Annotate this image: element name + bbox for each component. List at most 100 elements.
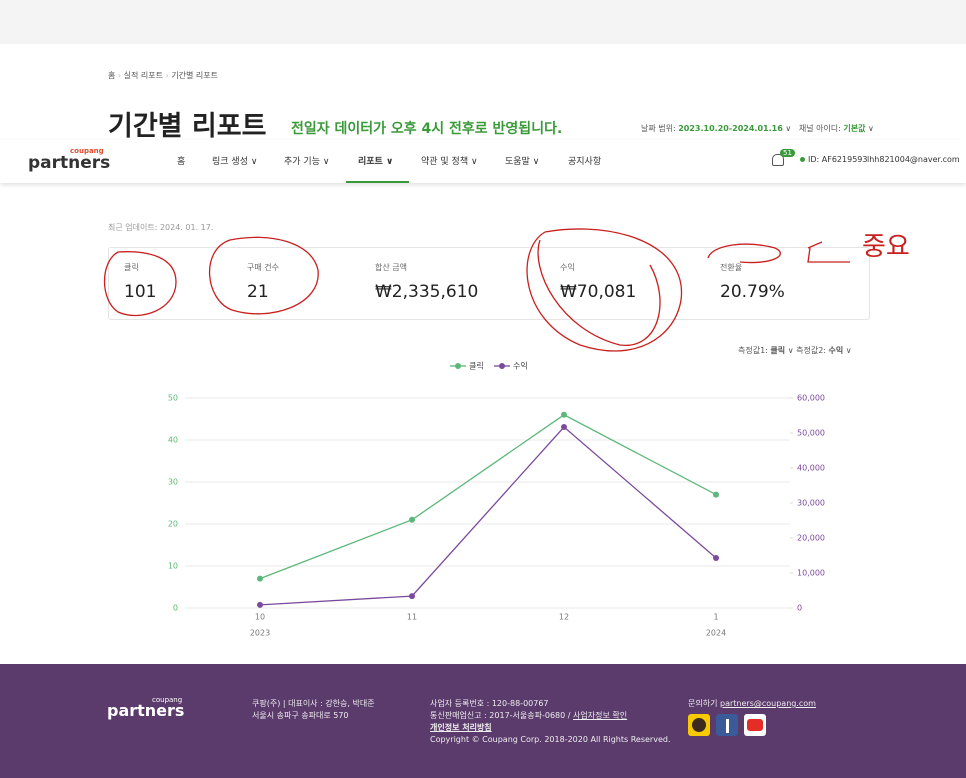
measure-label: 측정값2: [796,346,826,355]
business-info: 사업자 등록번호 : 120-88-00767 통신판매업신고 : 2017-서울… [430,698,671,746]
point [409,593,415,600]
y-tick-label: 20 [168,520,178,529]
company-info: 쿠팡(주) | 대표이사 : 강한승, 박대준 서울시 송파구 송파대로 570 [252,698,375,722]
scribble [537,239,661,346]
series-line [259,414,717,580]
x-tick-label: 11 [407,613,417,622]
scribble [208,236,319,315]
series-line [259,426,717,606]
facebook-icon[interactable] [716,714,738,736]
logo: partners [107,701,185,720]
measures: 측정값1: 클릭 ∨ 측정값2: 수익 ∨ [738,346,852,355]
y2-tick-label: 40,000 [797,464,825,473]
y2-tick-label: 50,000 [797,429,825,438]
legend-label: 수익 [513,361,528,371]
y2-tick-label: 10,000 [797,569,825,578]
y-tick-label: 50 [168,394,178,403]
y2-tick-label: 20,000 [797,534,825,543]
scribble [526,228,683,352]
stat-label: 구매 건수 [247,263,279,272]
menu-item[interactable]: 도움말 ∨ [505,157,540,167]
logo: partners [28,153,111,173]
y-tick-label: 40 [168,436,178,445]
page-title: 기간별 리포트 [108,111,267,142]
badge: 51 [780,149,795,157]
top-bar [0,0,966,44]
date-range: 날짜 범위: 2023.10.20-2024.01.16 ∨ 채널 아이디: 기… [641,124,874,133]
annotation: 중요 [862,232,910,262]
x-year-label: 2024 [706,629,726,638]
updated: 최근 업데이트: 2024. 01. 17. [108,223,214,232]
scribble [707,243,781,264]
link[interactable]: partners@coupang.com [720,699,816,708]
stat-label: 수익 [560,263,575,272]
link[interactable]: 개인정보 처리방침 [430,723,492,732]
scribble [807,241,850,263]
nav-bar: coupang partners 51 ID: AF6219593 lhh821… [0,140,966,183]
point [713,491,719,498]
point [561,424,567,431]
point [257,575,263,582]
bell[interactable] [772,154,784,166]
scribble [104,251,177,317]
y-tick-label: 10 [168,562,178,571]
menu-item[interactable]: 리포트 ∨ [358,157,394,167]
y2-tick-label: 60,000 [797,394,825,403]
stat-value: 21 [247,282,269,302]
email: lhh821004@naver.com [867,155,960,164]
measure-value[interactable]: 수익 [828,346,844,355]
crumb[interactable]: 기간별 리포트 [171,71,219,80]
x-tick-label: 10 [255,613,265,622]
kakao-icon[interactable] [688,714,710,736]
text: 사업자 등록번호 : 120-88-00767 [430,699,549,708]
label: 날짜 범위: [641,124,676,133]
stat-value: 20.79% [720,282,785,302]
point [561,411,567,418]
y-tick-label: 0 [173,604,178,613]
point [713,554,719,561]
menu-item[interactable]: 홈 [177,157,186,167]
y-tick-label: 30 [168,478,178,487]
logo-top: coupang [70,147,104,155]
menu-item[interactable]: 링크 생성 ∨ [212,157,258,167]
link[interactable]: 사업자정보 확인 [573,711,628,720]
text: 통신판매업신고 : 2017-서울송파-0680 / [430,711,571,720]
logo-top: coupang [152,696,183,704]
y2-tick-label: 30,000 [797,499,825,508]
value[interactable]: 2023.10.20-2024.01.16 [678,124,783,133]
crumb[interactable]: 실적 리포트 [123,71,164,80]
stat-value: ₩70,081 [560,282,637,302]
x-tick-label: 1 [713,613,718,622]
text: 쿠팡(주) | 대표이사 : 강한승, 박대준 [252,699,375,708]
status-dot [800,157,805,162]
crumb[interactable]: 홈 [108,71,116,80]
menu-item[interactable]: 약관 및 정책 ∨ [421,157,478,167]
menu-item[interactable]: 추가 기능 ∨ [284,157,330,167]
label: 채널 아이디: [798,124,841,133]
contact: 문의하기 partners@coupang.com [688,698,816,709]
point [409,516,415,523]
stat-value: ₩2,335,610 [375,282,479,302]
text: Copyright © Coupang Corp. 2018-2020 All … [430,735,671,744]
menu-item[interactable]: 공지사항 [568,157,602,167]
active-underline [346,181,409,183]
point [257,601,263,608]
stats-box [108,247,870,320]
label: 문의하기 [688,699,718,708]
value[interactable]: 기본값 [843,124,866,133]
y2-tick-label: 0 [797,604,802,613]
user-id: ID: AF6219593 [808,155,868,164]
x-year-label: 2023 [250,629,270,638]
youtube-icon[interactable] [744,714,766,736]
stat-value: 101 [124,282,157,302]
measure-value[interactable]: 클릭 [770,346,786,355]
footer: coupang partners 쿠팡(주) | 대표이사 : 강한승, 박대준… [0,664,966,778]
measure-label: 측정값1: [738,346,768,355]
stat-label: 클릭 [124,263,139,272]
legend-marker [499,363,505,369]
x-tick-label: 12 [559,613,569,622]
legend-marker [455,363,461,369]
stat-label: 합산 금액 [375,263,407,272]
